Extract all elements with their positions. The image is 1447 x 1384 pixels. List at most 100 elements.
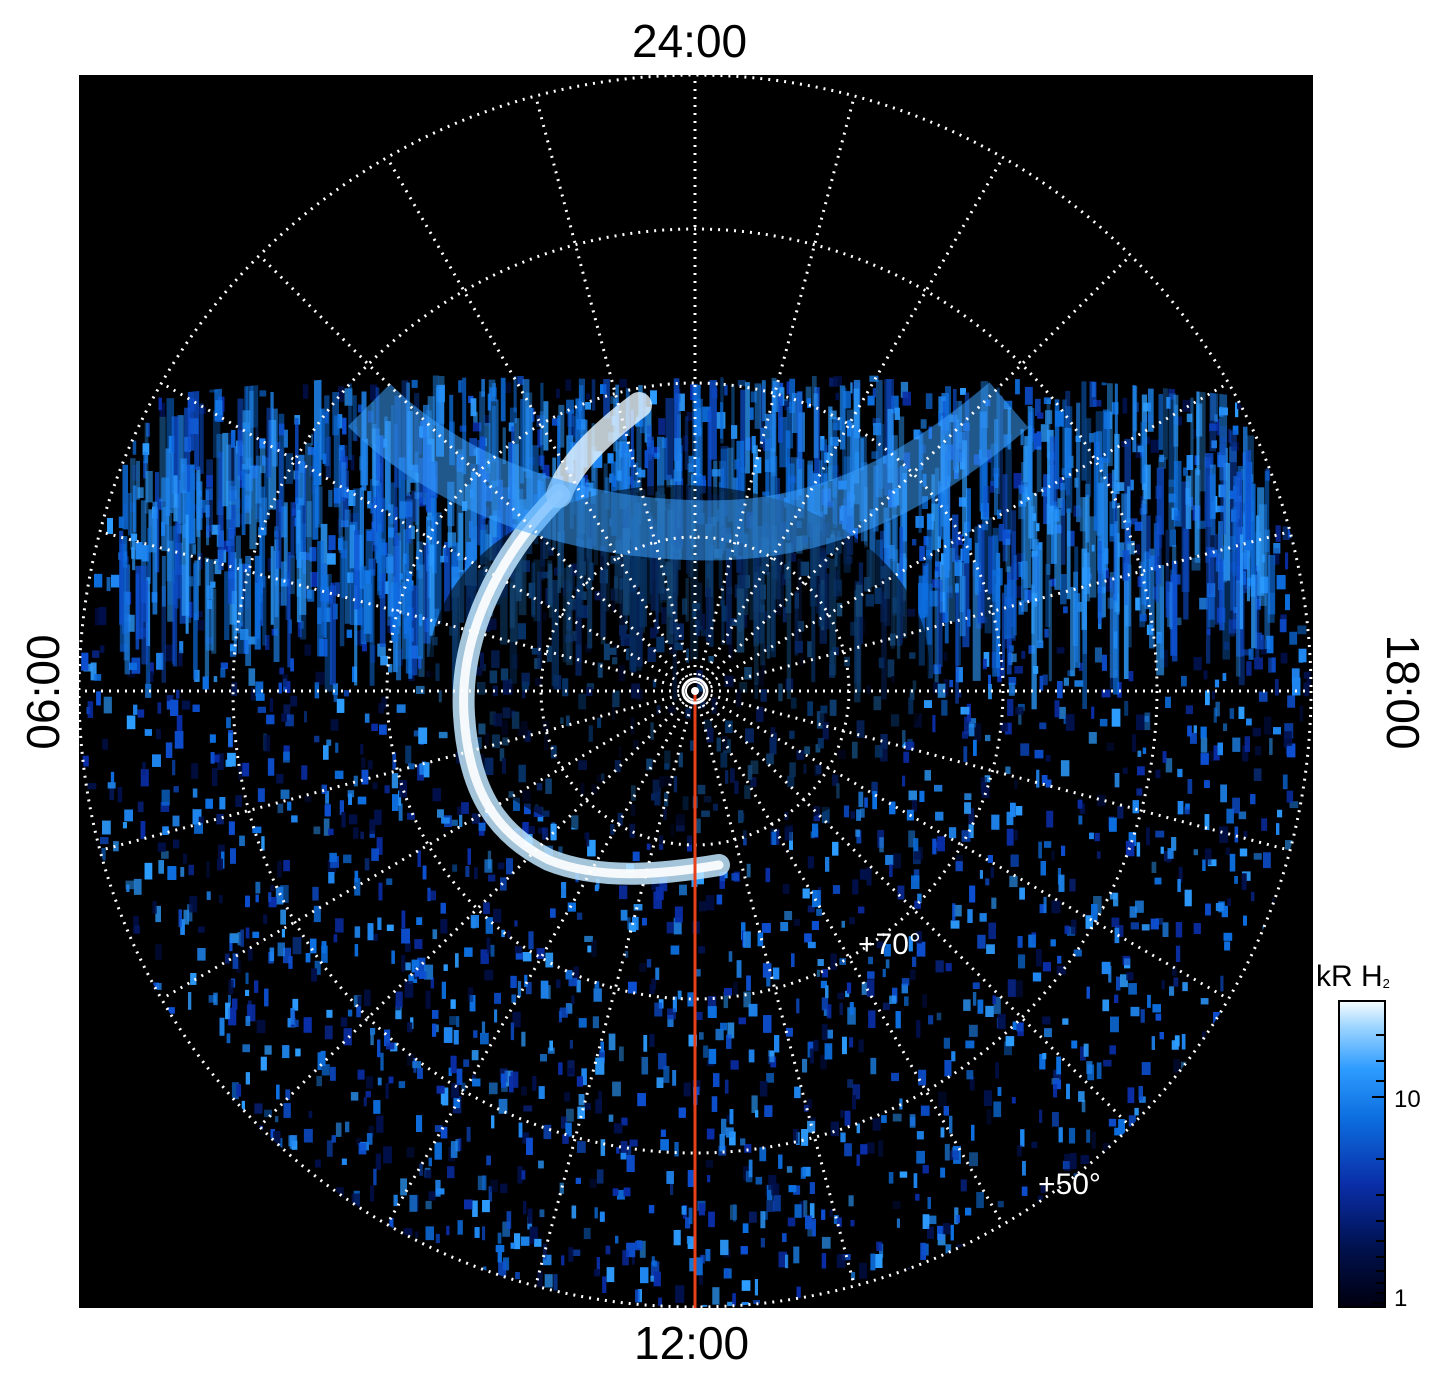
emission-pixel (849, 1002, 854, 1015)
emission-pixel (1260, 639, 1267, 655)
emission-pixel (1114, 927, 1120, 944)
emission-pixel (522, 1132, 529, 1144)
emission-pixel (681, 1205, 687, 1215)
emission-pixel (232, 953, 239, 969)
emission-pixel (566, 399, 574, 414)
emission-pixel (1040, 1183, 1046, 1193)
emission-pixel (364, 713, 370, 723)
emission-pixel (1234, 876, 1238, 884)
emission-pixel (675, 1285, 685, 1303)
emission-pixel (1253, 768, 1262, 781)
emission-pixel (408, 974, 413, 984)
emission-pixel (412, 1061, 421, 1069)
emission-pixel (1204, 848, 1212, 865)
emission-streak (994, 419, 999, 516)
emission-pixel (830, 1121, 839, 1137)
emission-pixel (542, 1243, 547, 1260)
emission-pixel (1204, 848, 1212, 865)
emission-pixel (1008, 653, 1017, 663)
emission-pixel (1202, 859, 1206, 871)
emission-pixel (595, 1057, 605, 1075)
emission-pixel (1200, 737, 1208, 753)
emission-pixel (113, 841, 119, 852)
emission-pixel (852, 879, 859, 895)
emission-pixel (525, 982, 532, 995)
emission-pixel (538, 1160, 544, 1169)
emission-pixel (950, 1224, 954, 1241)
emission-pixel (1177, 801, 1184, 815)
emission-pixel (606, 1267, 615, 1283)
emission-streak (1156, 565, 1165, 676)
emission-pixel (1020, 743, 1030, 756)
emission-pixel (280, 909, 286, 925)
emission-streak (543, 401, 549, 451)
emission-pixel (334, 582, 340, 596)
emission-pixel (414, 939, 423, 950)
emission-pixel (922, 496, 928, 509)
emission-pixel (146, 423, 150, 437)
emission-pixel (754, 1279, 758, 1296)
emission-pixel (435, 1179, 441, 1197)
emission-streak (707, 410, 712, 531)
emission-pixel (1273, 727, 1281, 735)
emission-pixel (907, 1268, 914, 1275)
emission-pixel (237, 931, 241, 946)
emission-pixel (967, 538, 972, 551)
emission-streak (206, 490, 210, 546)
emission-pixel (501, 1073, 506, 1088)
emission-pixel (107, 518, 113, 534)
emission-pixel (343, 854, 352, 864)
emission-pixel (1159, 1032, 1164, 1040)
emission-pixel (371, 848, 379, 861)
emission-pixel (238, 763, 242, 780)
emission-pixel (491, 1115, 495, 1129)
emission-pixel (1109, 817, 1117, 832)
emission-pixel (521, 1031, 526, 1047)
emission-pixel (360, 831, 364, 840)
emission-streak (955, 592, 959, 704)
emission-pixel (985, 734, 991, 742)
emission-pixel (833, 1215, 839, 1224)
emission-pixel (561, 1255, 565, 1266)
emission-pixel (370, 1185, 375, 1202)
emission-pixel (137, 487, 144, 498)
emission-pixel (291, 1140, 298, 1150)
emission-pixel (654, 1002, 663, 1017)
emission-pixel (933, 664, 942, 675)
emission-pixel (1130, 1006, 1140, 1017)
emission-pixel (1131, 518, 1138, 525)
emission-pixel (687, 1236, 695, 1249)
emission-streak (171, 416, 179, 494)
emission-pixel (1043, 896, 1047, 913)
emission-pixel (230, 644, 237, 652)
emission-pixel (470, 398, 477, 417)
emission-pixel (583, 1227, 591, 1240)
emission-pixel (228, 730, 233, 748)
emission-pixel (968, 723, 975, 737)
emission-pixel (793, 919, 801, 926)
emission-streak (214, 386, 222, 421)
emission-pixel (401, 954, 406, 972)
emission-pixel (584, 935, 593, 942)
emission-pixel (859, 1262, 867, 1279)
emission-pixel (881, 1115, 887, 1123)
emission-pixel (435, 1188, 445, 1195)
emission-pixel (656, 1077, 664, 1088)
emission-pixel (1031, 1141, 1038, 1149)
emission-pixel (343, 854, 352, 864)
emission-pixel (907, 1268, 914, 1275)
emission-pixel (231, 682, 238, 696)
emission-streak (761, 380, 766, 422)
emission-pixel (992, 995, 996, 1004)
emission-pixel (1132, 800, 1139, 814)
emission-pixel (1242, 745, 1249, 762)
emission-pixel (542, 464, 550, 479)
emission-pixel (188, 576, 194, 587)
emission-pixel (511, 994, 517, 1003)
emission-pixel (384, 1029, 391, 1047)
emission-pixel (524, 803, 531, 815)
emission-pixel (1229, 490, 1237, 499)
emission-pixel (913, 838, 919, 852)
emission-pixel (471, 1050, 479, 1061)
emission-pixel (1096, 1062, 1102, 1079)
